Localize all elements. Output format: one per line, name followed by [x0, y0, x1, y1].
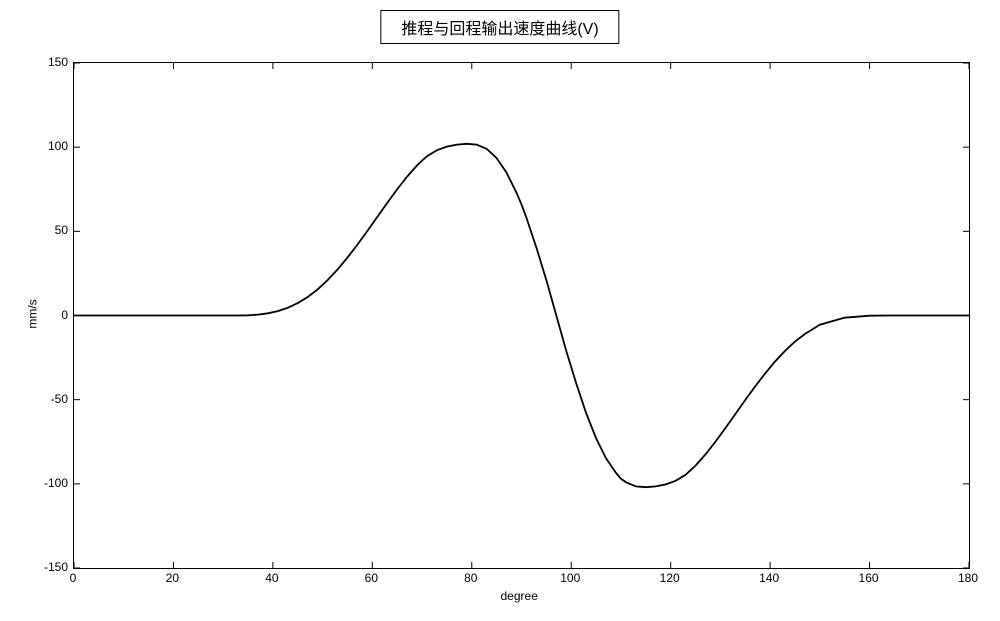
xtick-label: 140	[759, 571, 779, 585]
xtick-label: 40	[262, 571, 282, 585]
velocity-curve	[74, 144, 969, 487]
ytick-label: 0	[61, 308, 68, 322]
ytick-label: 150	[48, 55, 68, 69]
xtick-label: 160	[859, 571, 879, 585]
xtick-label: 0	[63, 571, 83, 585]
ytick-label: -50	[51, 392, 68, 406]
ytick-label: 100	[48, 139, 68, 153]
plot-svg	[74, 63, 969, 568]
y-axis-label: mm/s	[26, 299, 40, 328]
xtick-label: 20	[162, 571, 182, 585]
chart-title: 推程与回程输出速度曲线(V)	[380, 10, 619, 44]
xtick-label: 120	[660, 571, 680, 585]
xtick-label: 100	[560, 571, 580, 585]
ytick-label: -100	[44, 476, 68, 490]
xtick-label: 60	[361, 571, 381, 585]
figure-root: 推程与回程输出速度曲线(V) -150-100-50050100150 0204…	[0, 0, 1000, 621]
x-axis-label: degree	[501, 589, 538, 603]
plot-area	[73, 62, 970, 569]
xtick-label: 180	[958, 571, 978, 585]
ytick-label: 50	[55, 223, 68, 237]
xtick-label: 80	[461, 571, 481, 585]
